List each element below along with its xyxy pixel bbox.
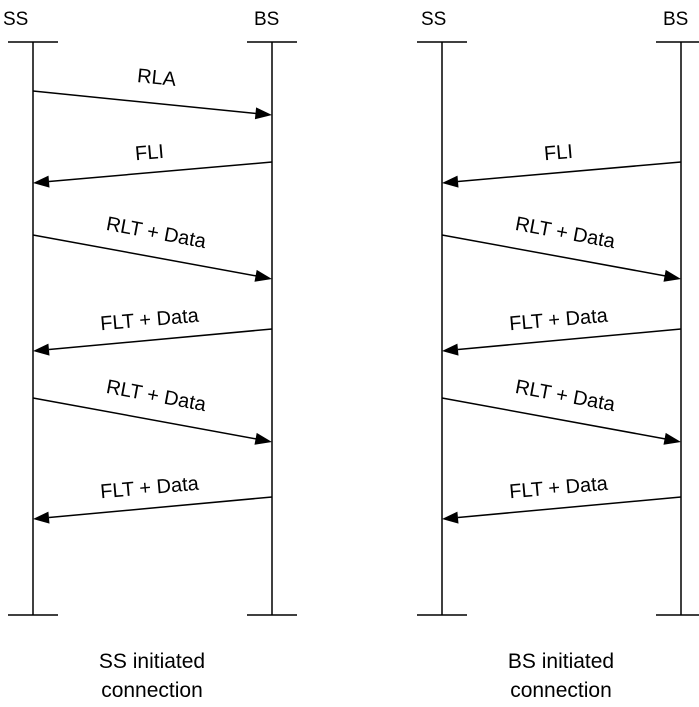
message-arrow (457, 328, 682, 351)
right-entity-label: BS (663, 9, 688, 30)
message-label: FLI (543, 141, 574, 165)
message-4: RLT + Data (441, 376, 681, 445)
message-arrow (441, 397, 666, 440)
message-label: RLA (136, 65, 178, 91)
diagram-bs-initiated: SS BS FLI RLT + Data FLT + Data (417, 9, 699, 702)
arrowhead-icon (33, 343, 50, 356)
arrowhead-icon (33, 175, 50, 188)
message-arrow (32, 90, 257, 115)
message-arrow (48, 328, 273, 351)
message-label: RLT + Data (104, 213, 208, 253)
message-6: FLT + Data (33, 473, 273, 524)
message-5: FLT + Data (442, 473, 682, 524)
left-entity-label: SS (3, 9, 28, 30)
arrowhead-icon (254, 432, 272, 445)
message-label: RLT + Data (513, 376, 617, 416)
arrowhead-icon (33, 511, 50, 524)
message-arrow (32, 397, 257, 440)
right-entity-label: BS (254, 9, 279, 30)
message-label: FLT + Data (99, 473, 200, 504)
message-2: FLI (33, 141, 273, 188)
message-1: RLA (32, 65, 272, 120)
message-arrow (48, 496, 273, 519)
message-label: RLT + Data (104, 376, 208, 416)
caption-line-2: connection (101, 679, 203, 702)
message-3: FLT + Data (442, 305, 682, 356)
caption-line-1: SS initiated (99, 650, 205, 673)
arrowhead-icon (442, 511, 459, 524)
message-1: FLI (442, 141, 682, 188)
caption-line-1: BS initiated (508, 650, 614, 673)
message-arrow (457, 496, 682, 519)
message-label: FLI (134, 141, 165, 165)
arrowhead-icon (442, 175, 459, 188)
message-label: RLT + Data (513, 213, 617, 253)
message-3: RLT + Data (32, 213, 272, 282)
message-arrow (441, 234, 666, 277)
arrowhead-icon (442, 343, 459, 356)
message-4: FLT + Data (33, 305, 273, 356)
message-label: FLT + Data (508, 473, 609, 504)
arrowhead-icon (663, 269, 681, 282)
message-arrow (32, 234, 257, 277)
message-label: FLT + Data (508, 305, 609, 336)
left-entity-label: SS (421, 9, 446, 30)
caption-line-2: connection (510, 679, 612, 702)
arrowhead-icon (254, 107, 272, 120)
message-5: RLT + Data (32, 376, 272, 445)
arrowhead-icon (663, 432, 681, 445)
message-label: FLT + Data (99, 305, 200, 336)
message-arrow (48, 161, 273, 183)
message-2: RLT + Data (441, 213, 681, 282)
message-arrow (457, 161, 682, 183)
arrowhead-icon (254, 269, 272, 282)
diagram-ss-initiated: SS BS RLA FLI RLT + Data FLT (3, 9, 297, 702)
